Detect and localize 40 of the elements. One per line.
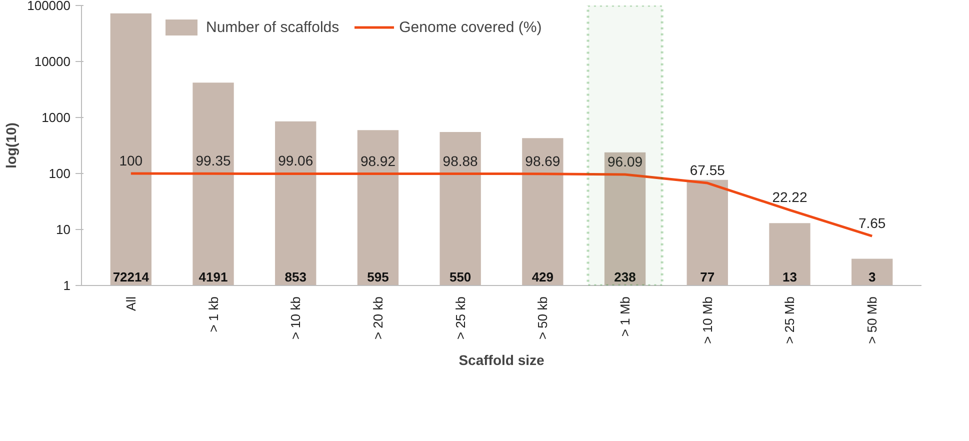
x-tick-label: > 10 kb <box>288 296 304 340</box>
data-label: 72214 <box>112 270 150 284</box>
data-label: 100 <box>119 152 143 168</box>
y-tick-label: 1000 <box>42 110 70 125</box>
data-label: 7.65 <box>858 215 886 232</box>
data-label: 96.09 <box>608 153 643 170</box>
y-tick-label: 1 <box>63 278 71 293</box>
x-tick-label: > 10 Mb <box>700 296 715 344</box>
legend-label: Number of scaffolds <box>206 18 340 36</box>
data-label: 67.55 <box>690 162 726 178</box>
y-tick-label: 100 <box>48 166 71 181</box>
x-tick-label: All <box>123 296 138 311</box>
y-axis-title: log(10) <box>3 122 20 168</box>
x-tick-label: > 50 Mb <box>864 296 880 344</box>
data-label: 238 <box>614 270 636 284</box>
y-tick-label: 100000 <box>27 0 71 13</box>
data-label: 99.35 <box>196 152 231 169</box>
data-label: 3 <box>868 270 876 284</box>
data-label: 99.06 <box>278 152 314 169</box>
data-label: 98.69 <box>525 152 560 169</box>
x-tick-label: > 1 Mb <box>618 296 633 337</box>
x-tick-label: > 50 kb <box>535 296 550 340</box>
x-tick-label: > 25 Mb <box>782 296 798 344</box>
data-label: 595 <box>367 270 389 284</box>
data-label: 22.22 <box>772 189 808 206</box>
data-label: 550 <box>449 270 472 284</box>
data-label: 853 <box>284 270 306 284</box>
y-tick-label: 10000 <box>34 54 71 69</box>
data-label: 98.92 <box>360 152 396 169</box>
data-label: 13 <box>782 270 797 284</box>
x-tick-label: > 1 kb <box>206 296 221 332</box>
x-axis-title: Scaffold size <box>458 352 545 368</box>
data-label: 429 <box>532 270 554 284</box>
x-tick-label: > 20 kb <box>370 296 386 340</box>
x-tick-label: > 25 kb <box>452 296 468 340</box>
y-tick-label: 10 <box>56 222 71 237</box>
legend-label: Genome covered (%) <box>399 18 542 36</box>
data-label: 4191 <box>198 270 228 284</box>
data-label: 98.88 <box>442 152 478 169</box>
data-label: 77 <box>700 270 715 284</box>
